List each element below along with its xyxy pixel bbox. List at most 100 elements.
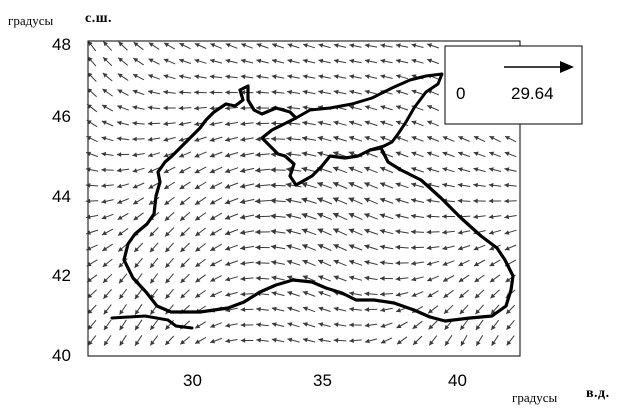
wind-vector-arrow — [505, 304, 516, 315]
wind-vector-arrow — [396, 321, 408, 329]
wind-vector-arrow — [457, 198, 471, 204]
wind-vector-arrow — [364, 89, 378, 95]
wind-vector-arrow — [180, 258, 190, 268]
wind-vector-arrow — [318, 291, 331, 297]
wind-vector-arrow — [270, 228, 286, 235]
vector-arrows — [85, 40, 517, 347]
wind-vector-arrow — [316, 181, 333, 189]
wind-vector-arrow — [395, 292, 409, 297]
wind-vector-arrow — [410, 213, 425, 219]
wind-vector-arrow — [395, 213, 409, 219]
wind-vector-arrow — [458, 259, 470, 267]
wind-vector-arrow — [224, 136, 239, 142]
wind-vector-arrow — [132, 136, 145, 142]
wind-vector-arrow — [85, 198, 99, 204]
wind-vector-arrow — [395, 120, 409, 127]
wind-vector-arrow — [179, 181, 191, 190]
wind-vector-arrow — [504, 167, 517, 172]
wind-vector-arrow — [117, 198, 129, 204]
wind-vector-arrow — [301, 197, 317, 204]
wind-vector-arrow — [255, 275, 270, 281]
wind-vector-arrow — [209, 243, 223, 252]
wind-vector-arrow — [194, 74, 207, 80]
wind-vector-arrow — [427, 120, 439, 127]
wind-vector-arrow — [504, 151, 517, 158]
wind-vector-arrow — [117, 227, 129, 237]
wind-vector-arrow — [256, 337, 269, 343]
wind-vector-arrow — [348, 166, 363, 174]
wind-vector-arrow — [178, 105, 192, 111]
wind-vector-arrow — [194, 136, 207, 142]
wind-vector-arrow — [474, 274, 485, 283]
wind-vector-arrow — [504, 198, 517, 204]
wind-vector-arrow — [178, 90, 192, 95]
wind-vector-arrow — [379, 276, 394, 281]
wind-vector-arrow — [410, 182, 425, 188]
wind-vector-arrow — [318, 43, 331, 49]
x-tick-label-35: 35 — [313, 371, 332, 390]
wind-vector-arrow — [254, 213, 271, 220]
wind-vector-arrow — [287, 291, 300, 297]
wind-vector-arrow — [132, 167, 145, 173]
wind-vector-arrow — [380, 74, 393, 79]
wind-vector-arrow — [426, 213, 440, 219]
wind-vector-arrow — [457, 167, 471, 173]
wind-vector-arrow — [395, 260, 409, 266]
wind-vector-arrow — [411, 120, 424, 127]
wind-vector-arrow — [442, 182, 455, 188]
wind-vector-arrow — [225, 276, 238, 282]
wind-vector-arrow — [442, 167, 455, 173]
wind-vector-arrow — [442, 260, 455, 266]
wind-vector-arrow — [209, 74, 223, 80]
wind-vector-arrow — [86, 244, 98, 251]
wind-vector-arrow — [240, 291, 254, 297]
wind-vector-arrow — [224, 244, 239, 251]
wind-vector-arrow — [364, 182, 378, 189]
wind-vector-arrow — [209, 58, 223, 64]
wind-vector-arrow — [506, 319, 515, 331]
wind-vector-arrow — [411, 43, 424, 48]
wind-vector-arrow — [332, 166, 348, 174]
wind-vector-arrow — [270, 167, 286, 173]
wind-vector-arrow — [333, 275, 347, 282]
wind-vector-arrow — [132, 89, 145, 96]
wind-vector-arrow — [224, 229, 239, 236]
wind-vector-arrow — [301, 135, 317, 142]
wind-vector-arrow — [473, 167, 486, 173]
wind-vector-arrow — [488, 167, 502, 172]
wind-vector-arrow — [180, 273, 190, 284]
wind-vector-arrow — [302, 89, 316, 95]
wind-vector-arrow — [87, 319, 97, 331]
wind-vector-arrow — [504, 244, 517, 251]
wind-vector-arrow — [240, 307, 254, 312]
wind-vector-arrow — [102, 41, 113, 51]
wind-vector-arrow — [102, 72, 113, 82]
wind-vector-arrow — [411, 260, 424, 266]
wind-vector-arrow — [148, 167, 160, 173]
wind-vector-arrow — [194, 105, 207, 111]
wind-vector-arrow — [286, 151, 301, 157]
wind-vector-arrow — [179, 211, 191, 222]
wind-vector-arrow — [504, 135, 517, 143]
wind-vector-arrow — [411, 58, 424, 64]
wind-vector-arrow — [194, 43, 207, 49]
wind-vector-arrow — [457, 182, 471, 188]
wind-vector-arrow — [210, 43, 222, 49]
wind-vector-arrow — [133, 242, 144, 253]
wind-vector-arrow — [87, 289, 97, 299]
wind-vector-arrow — [134, 257, 143, 269]
legend-arrow-head — [560, 61, 574, 73]
wind-vector-arrow — [101, 183, 114, 188]
wind-vector-arrow — [302, 290, 316, 297]
wind-vector-arrow — [240, 121, 254, 127]
wind-vector-arrow — [286, 136, 301, 142]
wind-vector-arrow — [475, 304, 484, 315]
wind-vector-arrow — [302, 322, 316, 328]
wind-vector-arrow — [302, 337, 316, 343]
wind-vector-arrow — [165, 257, 174, 269]
wind-vector-arrow — [117, 89, 129, 96]
wind-vector-arrow — [410, 198, 425, 203]
wind-vector-arrow — [179, 336, 191, 345]
wind-vector-arrow — [194, 212, 207, 221]
wind-vector-arrow — [209, 197, 223, 205]
